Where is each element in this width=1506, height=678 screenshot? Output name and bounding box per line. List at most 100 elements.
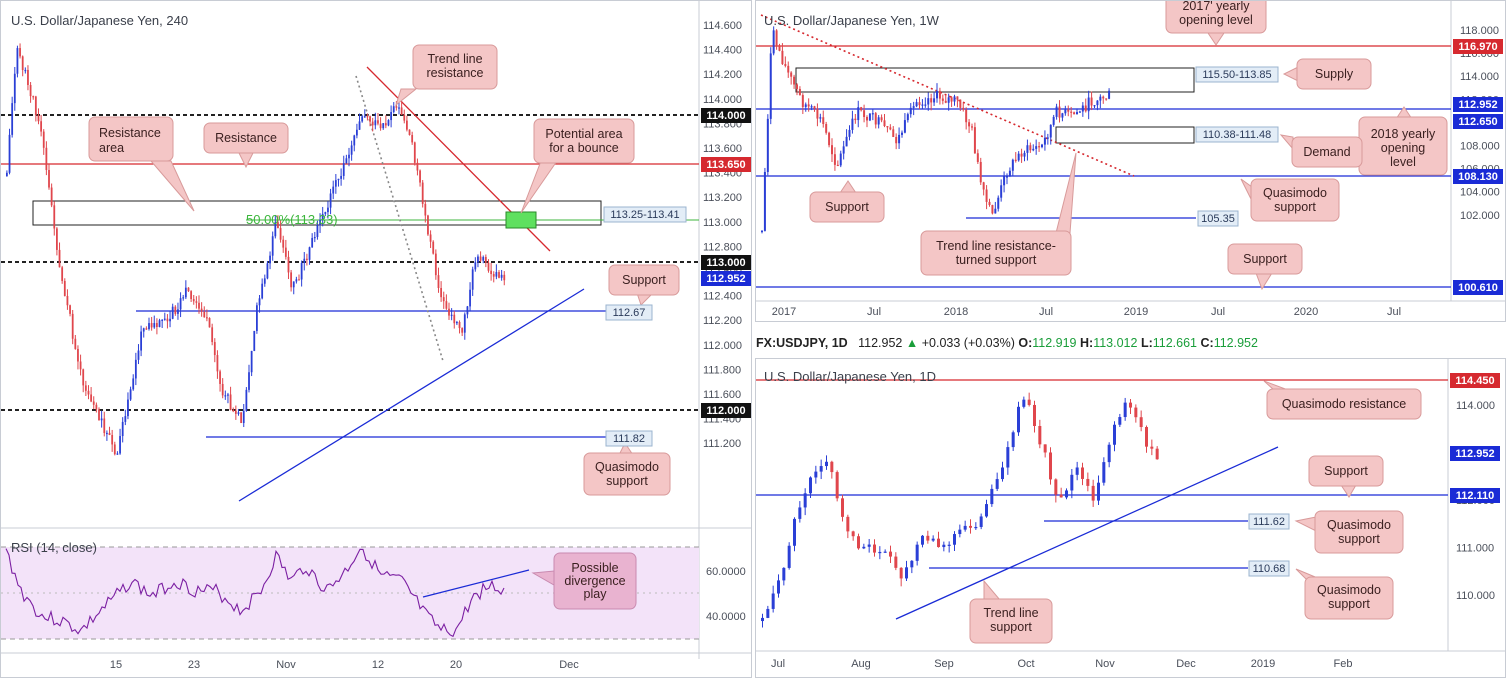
y-tick-label: 113.800 [703,118,742,130]
h4-x-axis[interactable]: 15 23 Nov 12 20 Dec [110,659,579,671]
svg-text:Quasimodo: Quasimodo [1317,583,1381,597]
svg-text:113.650: 113.650 [706,159,745,171]
svg-text:112.000: 112.000 [706,405,745,417]
candle-body [95,404,98,410]
candle-body [337,178,340,181]
candle-body [356,129,358,136]
candle-body [845,136,848,147]
x-tick-label: Sep [934,658,954,670]
candle-body [316,225,319,237]
candle-body [71,313,74,339]
candle-body [103,418,106,434]
candle-body [456,321,458,324]
candle-body [990,488,994,505]
candle-body [387,120,390,126]
d1-chart[interactable]: U.S. Dollar/Japanese Yen, 1D 111.62 110.… [756,359,1506,678]
candle-body [184,287,187,298]
candle-body [166,318,169,322]
callout-trend-turned-support: Trend line resistance- turned support [920,152,1077,276]
candle-body [1073,112,1076,115]
d1-x-axis[interactable]: Jul Aug Sep Oct Nov Dec 2019 Feb [771,658,1353,670]
x-tick-label: Jul [1039,306,1053,318]
svg-text:for a bounce: for a bounce [549,141,619,155]
candle-body [848,129,851,137]
svg-text:divergence: divergence [564,574,625,588]
svg-text:resistance: resistance [427,66,484,80]
h4-title: U.S. Dollar/Japanese Yen, 240 [11,13,188,28]
candle-body [816,108,819,119]
y-tick-label: 114.200 [703,69,742,81]
y-tick-label: 113.600 [703,143,742,155]
w1-chart[interactable]: U.S. Dollar/Japanese Yen, 1W 115.50-113.… [756,1,1506,322]
candle-body [34,96,37,116]
x-tick-label: Dec [559,659,579,671]
candle-body [936,90,938,99]
candle-body [1003,176,1006,186]
candle-body [880,117,883,121]
candle-body [910,560,914,568]
candle-body [292,281,295,288]
candle-body [1113,424,1116,445]
candle-body [892,129,895,137]
candle-body [1123,402,1127,418]
x-tick-label: 2018 [944,306,968,318]
svg-text:Trend line: Trend line [427,52,482,66]
candle-body [1043,444,1047,453]
close-label: C: [1200,336,1214,350]
d1-chart-panel[interactable]: U.S. Dollar/Japanese Yen, 1D 111.62 110.… [755,358,1506,678]
candle-body [129,389,132,400]
candle-body [158,320,161,327]
candle-body [950,97,953,102]
candle-body [965,109,968,123]
candle-body [1059,494,1063,498]
h4-chart-panel[interactable]: 50.00%(113.33) U.S. Dollar/Japanese Yen,… [0,0,752,678]
candle-body [121,421,124,437]
w1-chart-panel[interactable]: U.S. Dollar/Japanese Yen, 1W 115.50-113.… [755,0,1506,322]
change-value: +0.033 (+0.03%) [921,336,1015,350]
candle-body [369,116,371,122]
candle-body [1078,111,1081,113]
candle-body [453,314,456,324]
x-tick-label: Jul [1211,306,1225,318]
h4-y-axis[interactable]: 114.600114.400114.200114.000113.800113.6… [703,20,742,450]
svg-text:2018 yearly: 2018 yearly [1371,127,1436,141]
candle-body [772,30,775,54]
candle-body [766,118,769,172]
svg-text:Resistance: Resistance [99,126,161,140]
candle-body [434,253,437,276]
candle-body [1096,100,1099,106]
candle-body [854,118,857,121]
candle-body [956,96,959,100]
candle-body [898,134,901,144]
candle-body [842,146,845,154]
candle-body [313,236,316,239]
candle-body [11,103,14,135]
svg-text:Trend line resistance-: Trend line resistance- [936,239,1056,253]
candle-body [831,145,833,155]
candle-body [1006,176,1008,178]
candle-body [915,102,918,107]
callout-support-left: Support [809,180,885,223]
svg-text:111.62: 111.62 [1253,516,1285,528]
d1-label-110-68: 110.68 [1248,560,1290,577]
candle-body [874,113,877,125]
candle-body [868,113,871,121]
h4-chart[interactable]: 50.00%(113.33) U.S. Dollar/Japanese Yen,… [1,1,752,678]
candle-body [937,538,940,548]
candle-body [279,228,282,240]
svg-text:Potential area: Potential area [545,127,622,141]
candle-body [248,372,250,390]
rsi-divergence-line [422,569,530,598]
candle-body [839,153,842,166]
candle-body [909,107,912,115]
callout-qm-resistance: Quasimodo resistance [1263,380,1422,420]
candle-body [927,98,930,105]
svg-text:Quasimodo: Quasimodo [1263,186,1327,200]
w1-badge-116970: 116.970 [1453,39,1503,54]
candle-body [256,305,258,331]
svg-text:112.67: 112.67 [613,307,646,319]
candle-body [213,342,216,356]
candle-body [500,274,503,278]
w1-x-axis[interactable]: 2017 Jul 2018 Jul 2019 Jul 2020 Jul [772,306,1401,318]
candle-body [1032,148,1035,151]
